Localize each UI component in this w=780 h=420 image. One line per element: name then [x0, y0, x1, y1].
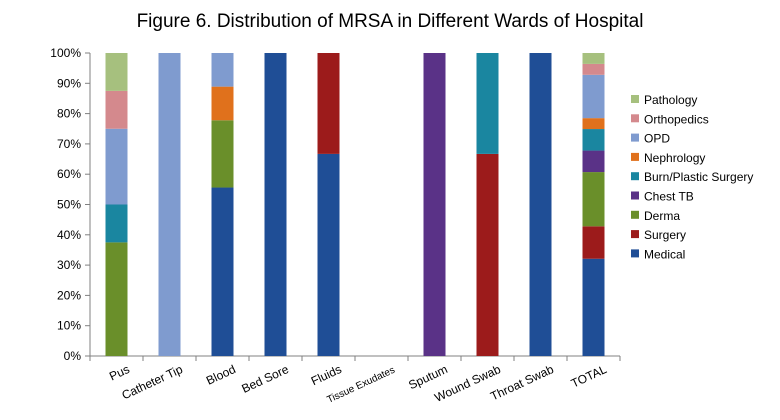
bar-segment	[582, 226, 605, 259]
y-tick-label: 40%	[57, 228, 81, 242]
bar-segment	[476, 53, 499, 154]
bar-segment	[529, 53, 552, 356]
y-tick-label: 0%	[64, 349, 82, 363]
bar-segment	[317, 53, 340, 154]
bar-segment	[582, 63, 605, 75]
bar-segment	[582, 150, 605, 173]
legend-swatch	[631, 249, 639, 258]
bar-segment	[582, 172, 605, 227]
legend-label: Chest TB	[644, 190, 694, 204]
legend-label: OPD	[644, 132, 670, 146]
y-tick-label: 90%	[57, 76, 81, 90]
y-tick-label: 80%	[57, 107, 81, 121]
y-tick-label: 100%	[50, 46, 81, 60]
y-tick-label: 60%	[57, 167, 81, 181]
bar-segment	[211, 187, 234, 356]
legend-label: Orthopedics	[644, 112, 709, 126]
x-tick-label: Bed Sore	[239, 362, 291, 396]
legend-swatch	[631, 95, 639, 103]
bar-segment	[264, 53, 287, 356]
x-tick-label: TOTAL	[569, 362, 609, 391]
y-tick-label: 70%	[57, 137, 81, 151]
legend-label: Nephrology	[644, 151, 705, 165]
y-tick-label: 30%	[57, 258, 81, 272]
bar-segment	[423, 53, 446, 356]
x-tick-label: Fluids	[309, 362, 344, 388]
bar-segment	[105, 204, 128, 243]
bar-segment	[105, 128, 128, 205]
y-tick-label: 10%	[57, 319, 81, 333]
bar-segment	[582, 118, 605, 130]
bar-segment	[211, 86, 234, 121]
bar-segment	[317, 153, 340, 356]
legend-label: Medical	[644, 247, 685, 261]
bar-segment	[158, 53, 181, 356]
legend-swatch	[631, 210, 639, 219]
x-tick-label: Blood	[204, 362, 238, 388]
legend-swatch	[631, 114, 639, 123]
y-tick-label: 20%	[57, 288, 81, 302]
legend-swatch	[631, 152, 639, 161]
bar-segment	[211, 120, 234, 188]
bar-segment	[582, 53, 605, 64]
legend-swatch	[631, 230, 639, 239]
bar-segment	[582, 74, 605, 119]
chart-title: Figure 6. Distribution of MRSA in Differ…	[137, 11, 644, 32]
y-tick-label: 50%	[57, 198, 81, 212]
legend-swatch	[631, 191, 639, 200]
bar-segment	[105, 53, 128, 91]
legend-swatch	[631, 172, 639, 181]
legend: Pathology Orthopedics OPD Nephrology Burn/Pl…	[631, 93, 753, 261]
bar-segment	[105, 242, 128, 356]
bars-layer	[105, 53, 605, 356]
legend-swatch	[631, 133, 639, 142]
bar-segment	[582, 258, 605, 356]
legend-label: Surgery	[644, 228, 686, 242]
bar-segment	[476, 153, 499, 356]
legend-label: Derma	[644, 209, 680, 223]
legend-label: Pathology	[644, 93, 697, 107]
bar-segment	[105, 90, 128, 129]
x-tick-label: Pus	[107, 362, 132, 383]
x-tick-label: Catheter Tip	[120, 362, 185, 402]
bar-segment	[582, 129, 605, 151]
bar-segment	[211, 53, 234, 87]
legend-label: Burn/Plastic Surgery	[644, 170, 753, 184]
